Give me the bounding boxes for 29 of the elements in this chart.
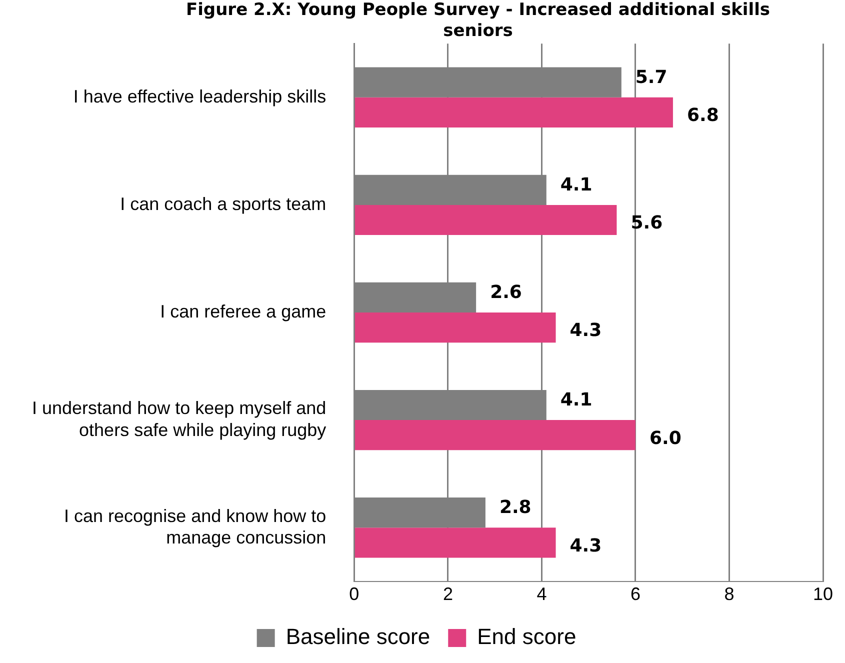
x-tick-label: 2 bbox=[442, 584, 453, 604]
x-tick-label: 0 bbox=[349, 584, 360, 604]
data-label: 4.1 bbox=[560, 390, 592, 411]
bar bbox=[354, 528, 556, 558]
data-label: 5.7 bbox=[635, 66, 668, 88]
bar bbox=[354, 97, 673, 128]
y-tick-label: I can coach a sports team bbox=[120, 194, 326, 214]
data-label: 4.3 bbox=[570, 320, 602, 342]
bar bbox=[354, 204, 617, 236]
data-label: 6.0 bbox=[649, 428, 682, 449]
x-tick-label: 4 bbox=[536, 584, 547, 604]
y-tick-label: I have effective leadership skills bbox=[73, 86, 326, 106]
y-tick-label: I understand how to keep myself and others safe while playing rugby bbox=[32, 398, 326, 440]
chart-title: Figure 2.X: Young People Survey - Increased additional skills seniors bbox=[184, 0, 772, 42]
legend-label: Baseline score bbox=[286, 624, 430, 650]
y-tick-label: I can recognise and know how to manage concussion bbox=[64, 506, 326, 548]
legend-label: End score bbox=[477, 624, 576, 650]
x-tick-label: 8 bbox=[724, 584, 734, 604]
bar bbox=[354, 420, 636, 450]
data-label: 4.1 bbox=[560, 174, 592, 196]
data-label: 6.8 bbox=[686, 105, 719, 126]
y-tick-label: I can referee a game bbox=[160, 301, 326, 322]
data-label: 4.3 bbox=[570, 535, 602, 556]
x-tick-label: 10 bbox=[812, 584, 834, 604]
data-label: 5.6 bbox=[630, 212, 663, 234]
bar bbox=[354, 312, 556, 343]
x-tick-label: 6 bbox=[630, 584, 640, 604]
data-label: 2.6 bbox=[490, 282, 522, 304]
data-label: 2.8 bbox=[499, 497, 532, 518]
